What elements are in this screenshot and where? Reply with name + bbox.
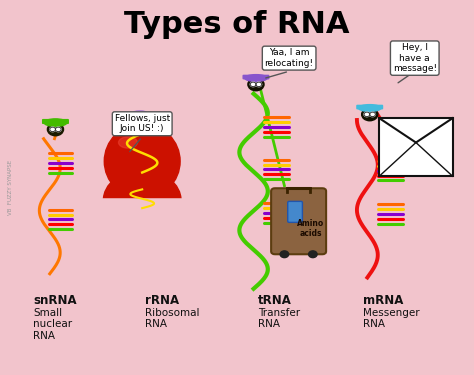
Ellipse shape [104, 124, 180, 199]
Text: Amino
acids: Amino acids [297, 219, 324, 239]
Circle shape [140, 116, 145, 120]
Ellipse shape [132, 111, 147, 116]
Circle shape [135, 116, 140, 120]
FancyBboxPatch shape [288, 201, 302, 222]
Wedge shape [103, 170, 181, 201]
Text: mRNA: mRNA [363, 294, 403, 307]
Circle shape [370, 112, 375, 117]
FancyBboxPatch shape [357, 105, 383, 109]
FancyBboxPatch shape [243, 75, 269, 79]
Circle shape [280, 251, 289, 258]
Circle shape [250, 82, 256, 87]
Circle shape [47, 123, 64, 136]
Text: Transfer
RNA: Transfer RNA [258, 308, 301, 329]
Circle shape [248, 78, 264, 91]
Text: Ribosomal
RNA: Ribosomal RNA [145, 308, 199, 329]
Text: rRNA: rRNA [145, 294, 179, 307]
Circle shape [362, 108, 378, 121]
Bar [379, 118, 453, 176]
Circle shape [55, 127, 61, 132]
Circle shape [50, 127, 55, 132]
Text: Hey, I
have a
message!: Hey, I have a message! [392, 43, 437, 73]
Text: Fellows, just
Join US! :): Fellows, just Join US! :) [115, 114, 170, 134]
Text: Yaa, I am
relocating!: Yaa, I am relocating! [264, 48, 314, 68]
Circle shape [256, 82, 262, 87]
Text: Small
nuclear
RNA: Small nuclear RNA [33, 308, 73, 341]
Ellipse shape [44, 119, 67, 126]
FancyBboxPatch shape [271, 188, 326, 254]
Text: tRNA: tRNA [258, 294, 292, 307]
Circle shape [364, 112, 370, 117]
Ellipse shape [118, 137, 137, 148]
Text: Types of RNA: Types of RNA [124, 10, 350, 39]
Circle shape [134, 113, 146, 123]
Text: Messenger
RNA: Messenger RNA [363, 308, 419, 329]
Ellipse shape [245, 75, 267, 81]
Circle shape [309, 251, 317, 258]
Text: snRNA: snRNA [33, 294, 77, 307]
Text: VB  FUZZY SYNAPSE: VB FUZZY SYNAPSE [8, 160, 13, 215]
FancyBboxPatch shape [43, 120, 68, 123]
Ellipse shape [358, 105, 381, 111]
